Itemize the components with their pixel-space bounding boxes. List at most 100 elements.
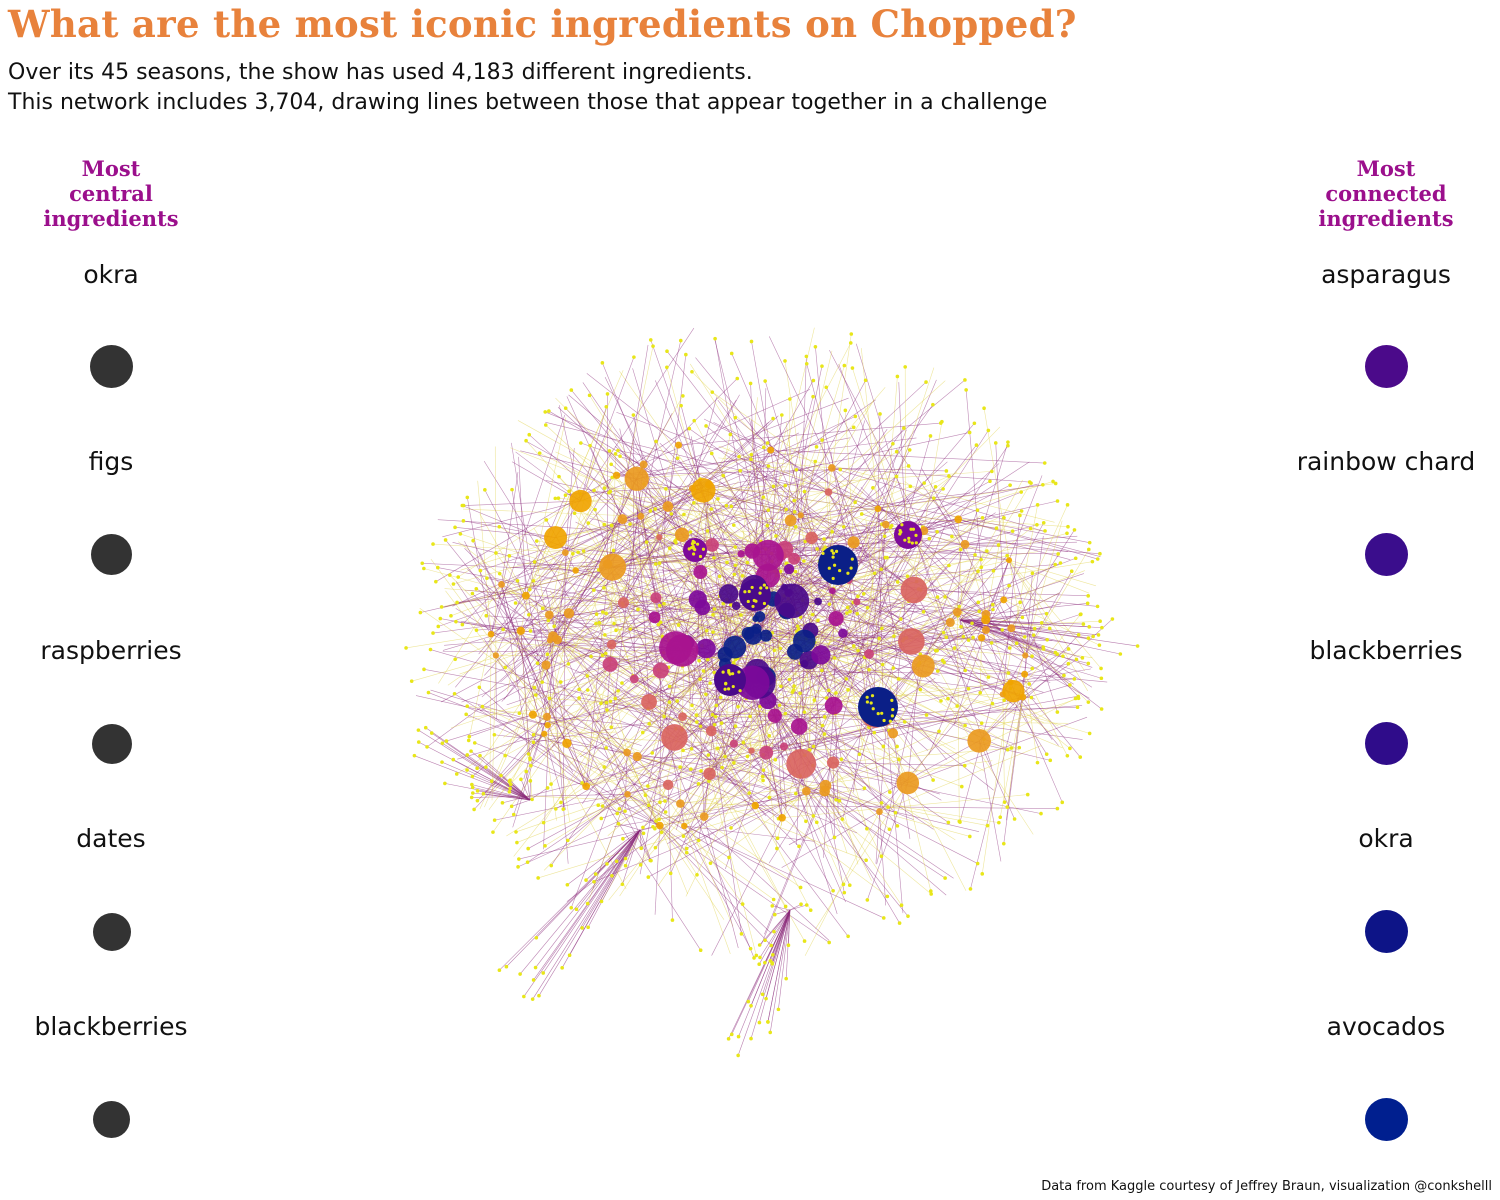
network-leaf-node [846,688,850,692]
network-edge [781,817,888,897]
network-edge [794,558,901,620]
network-leaf-node [431,631,435,635]
network-leaf-node [1085,601,1090,606]
network-leaf-node [1072,677,1077,681]
network-leaf-node [770,904,775,908]
network-leaf-node [729,1032,734,1037]
network-leaf-node [464,712,468,717]
network-leaf-node [894,449,899,454]
network-edge [959,619,1084,625]
network-leaf-node [895,374,900,379]
network-edge [754,805,811,911]
network-hub-node [492,652,500,659]
network-edge [923,461,1030,532]
network-leaf-node [500,801,505,805]
network-leaf-node [848,341,853,345]
network-leaf-node [865,898,870,902]
network-leaf-node [766,508,771,512]
network-leaf-node [783,904,788,909]
network-leaf-node [924,713,929,717]
network-leaf-node [593,872,598,876]
network-edge [667,720,887,845]
network-hub-node [858,687,898,727]
network-leaf-node [621,836,625,841]
network-leaf-node [440,741,445,745]
network-edge [425,727,531,801]
network-edge [867,782,909,901]
network-hub-node [754,611,766,622]
network-edge [751,341,771,451]
network-leaf-node [942,660,946,665]
network-hub-node [739,579,771,611]
network-hub-node [678,712,687,722]
network-leaf-node [872,730,877,735]
network-edge [574,512,735,744]
network-leaf-node [484,613,489,618]
network-edge [655,597,703,647]
network-leaf-node [732,761,736,765]
network-edge [923,530,1069,552]
network-edge [659,825,771,933]
network-leaf-node [712,556,716,560]
network-edge [703,432,970,491]
network-leaf-node [864,858,868,863]
network-edge [686,762,834,849]
network-leaf-node [1076,696,1081,701]
network-leaf-node [837,799,842,803]
network-leaf-node [906,464,911,468]
network-leaf-node [986,675,991,679]
network-edge [634,678,756,731]
network-hub-node [699,812,709,821]
network-leaf-node [440,760,444,764]
network-leaf-node [1044,752,1049,756]
network-leaf-node [454,772,459,776]
network-leaf-node [649,858,653,863]
network-edge [922,510,978,667]
network-edge [595,597,657,624]
network-leaf-node [778,569,783,574]
network-leaf-node [724,681,728,685]
network-edge [759,909,791,958]
network-leaf-node [929,892,933,896]
network-hub-node [1002,680,1025,703]
network-leaf-node [1019,490,1024,494]
network-leaf-node [1006,443,1010,448]
network-leaf-node [862,786,867,791]
network-edge [502,599,699,793]
network-leaf-node [511,812,516,817]
network-hub-node [729,739,739,748]
network-leaf-node [1039,811,1043,816]
network-leaf-node [838,568,842,573]
network-edge [703,637,800,817]
network-leaf-node [827,566,831,570]
network-leaf-node [503,753,507,758]
network-hub-node [788,552,801,565]
network-leaf-node [882,718,886,723]
network-leaf-node [608,699,613,704]
network-leaf-node [653,845,658,850]
network-leaf-node [815,547,819,551]
network-leaf-node [689,747,694,751]
network-hub-node [602,656,618,672]
network-hub-node [623,748,631,757]
network-hub-node [656,821,664,830]
network-leaf-node [507,790,512,794]
network-leaf-node [477,685,482,690]
network-leaf-node [895,580,900,584]
network-leaf-node [1007,646,1012,650]
network-leaf-node [594,612,599,616]
network-leaf-node [721,601,726,606]
network-leaf-node [528,629,533,633]
network-leaf-node [774,534,778,538]
network-hub-node [521,591,530,600]
network-leaf-node [747,589,751,594]
network-hub-node [960,539,970,549]
network-leaf-node [978,690,983,695]
network-leaf-node [850,366,855,370]
network-leaf-node [894,474,899,479]
network-leaf-node [822,537,826,541]
network-edge [1024,673,1108,683]
network-leaf-node [804,903,809,907]
network-hub-node [783,563,795,575]
network-leaf-node [667,684,672,689]
